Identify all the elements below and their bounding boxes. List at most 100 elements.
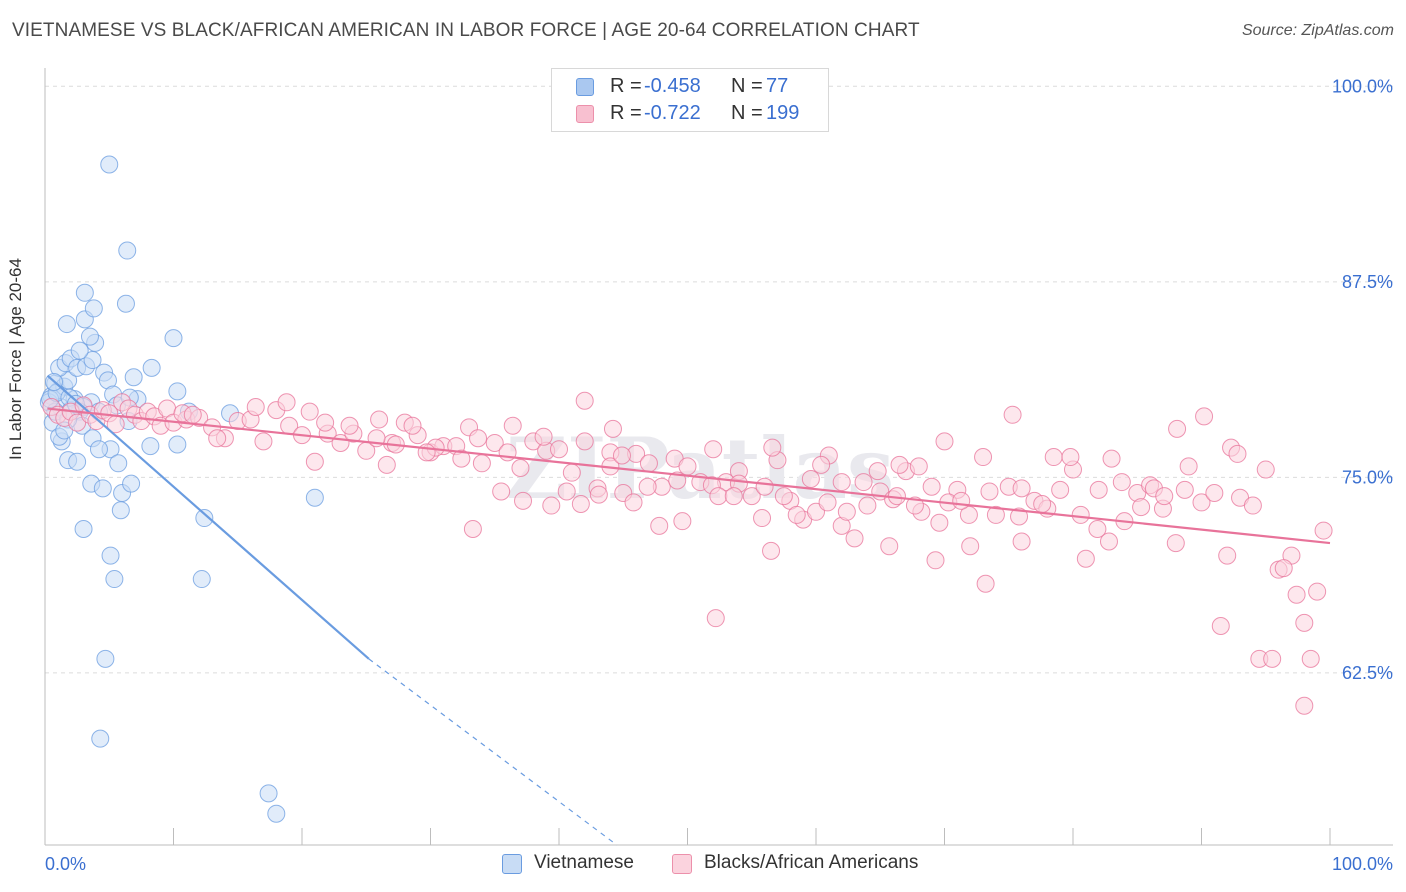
axis-layer xyxy=(44,68,1393,846)
black-african-american-point xyxy=(1301,649,1320,668)
black-african-american-point xyxy=(1211,616,1230,635)
black-african-american-point xyxy=(1166,534,1185,553)
black-african-american-point xyxy=(1295,696,1314,715)
black-african-american-point xyxy=(589,485,608,504)
black-african-american-point xyxy=(639,454,658,473)
vietnamese-point xyxy=(100,155,119,174)
black-african-american-point xyxy=(1044,448,1063,467)
vietnamese-point xyxy=(192,570,211,589)
black-african-american-point xyxy=(801,469,820,488)
black-african-american-point xyxy=(1071,505,1090,524)
black-african-american-point xyxy=(503,416,522,435)
black-african-american-point xyxy=(1010,507,1029,526)
black-african-american-point xyxy=(305,452,324,471)
black-african-american-point xyxy=(1155,487,1174,506)
black-african-american-point xyxy=(1088,520,1107,538)
black-african-american-point xyxy=(952,491,971,510)
black-african-american-point xyxy=(370,410,389,429)
black-african-american-point xyxy=(469,429,488,448)
black-african-american-point xyxy=(1003,405,1022,424)
vietnamese-point xyxy=(101,546,120,565)
black-african-american-point xyxy=(511,458,530,477)
black-african-american-point xyxy=(277,393,296,412)
black-african-american-point xyxy=(753,509,772,528)
vietnamese-point xyxy=(111,501,130,520)
black-african-american-point xyxy=(550,440,568,459)
black-african-american-point xyxy=(1274,559,1293,578)
vietnamese-point xyxy=(70,341,89,360)
chart-title: VIETNAMESE VS BLACK/AFRICAN AMERICAN IN … xyxy=(12,20,920,41)
vietnamese-point xyxy=(83,351,102,370)
vietnamese-point xyxy=(96,649,115,668)
black-african-american-point xyxy=(678,457,697,476)
black-african-american-point xyxy=(1033,494,1052,513)
vietnamese-point xyxy=(259,784,278,803)
vietnamese-point xyxy=(109,454,128,473)
x-tick-label: 0.0% xyxy=(45,854,86,874)
black-african-american-point xyxy=(974,448,993,467)
black-african-american-point xyxy=(514,491,533,510)
vietnamese-point xyxy=(91,729,110,748)
black-african-american-point xyxy=(905,496,924,515)
vietnamese-point xyxy=(93,479,112,498)
black-african-american-points xyxy=(42,391,1333,715)
black-african-american-point xyxy=(709,487,728,506)
black-african-american-point xyxy=(624,493,643,512)
black-african-american-point xyxy=(534,427,553,446)
legend-n-label: N = xyxy=(731,75,763,97)
black-african-american-point xyxy=(1295,613,1314,632)
black-african-american-point xyxy=(986,505,1005,524)
legend-n-label: N = xyxy=(731,102,763,124)
black-african-american-point xyxy=(724,487,743,506)
black-african-american-point xyxy=(472,454,491,473)
black-african-american-point xyxy=(1112,473,1131,492)
black-african-american-point xyxy=(854,473,873,492)
black-african-american-point xyxy=(880,537,899,556)
black-african-american-point xyxy=(417,443,436,462)
legend-r-label: R = xyxy=(610,75,642,97)
black-african-american-point xyxy=(668,471,687,490)
black-african-american-point xyxy=(1263,649,1282,668)
black-african-american-point xyxy=(755,477,774,496)
vietnamese-point xyxy=(89,440,108,459)
black-african-american-point xyxy=(452,449,471,468)
vietnamese-point xyxy=(122,474,141,493)
black-african-american-point xyxy=(1175,480,1194,499)
vietnamese-trend-line xyxy=(46,374,370,660)
vietnamese-point xyxy=(84,299,103,318)
black-african-american-point xyxy=(1099,532,1118,551)
black-african-american-point xyxy=(1089,480,1108,499)
black-african-american-point xyxy=(1228,444,1247,463)
legend-r-value: -0.722 xyxy=(644,102,701,124)
black-african-american-point xyxy=(763,438,782,457)
black-african-american-point xyxy=(183,405,202,424)
black-african-american-point xyxy=(575,432,594,451)
black-african-american-point xyxy=(890,455,909,474)
black-african-american-point xyxy=(603,419,622,438)
bottom-legend-swatch-vietnamese xyxy=(502,854,522,874)
legend-r-value: -0.458 xyxy=(644,75,701,97)
vietnamese-point xyxy=(116,294,135,313)
vietnamese-point xyxy=(118,241,137,260)
x-tick-label: 100.0% xyxy=(1332,854,1393,874)
source-credit: Source: ZipAtlas.com xyxy=(1241,22,1394,39)
black-african-american-point xyxy=(1179,457,1198,476)
black-african-american-point xyxy=(542,496,561,515)
vietnamese-point xyxy=(57,315,76,334)
tick-label-layer: 62.5% 75.0% 87.5% 100.0% 0.0% 100.0% xyxy=(45,76,1393,874)
black-african-american-point xyxy=(1102,449,1121,468)
black-african-american-point xyxy=(926,551,945,570)
black-african-american-trend-line xyxy=(47,407,1331,545)
black-african-american-point xyxy=(612,446,631,465)
black-african-american-point xyxy=(1012,532,1031,551)
y-tick-label: 62.5% xyxy=(1342,663,1393,683)
vietnamese-point xyxy=(195,509,214,528)
black-african-american-point xyxy=(571,494,590,513)
black-african-american-point xyxy=(1061,448,1080,467)
vietnamese-point xyxy=(75,283,94,302)
black-african-american-point xyxy=(930,513,949,532)
vietnamese-point xyxy=(168,435,187,454)
bottom-legend-label: Blacks/African Americans xyxy=(704,852,919,873)
black-african-american-point xyxy=(246,397,265,416)
